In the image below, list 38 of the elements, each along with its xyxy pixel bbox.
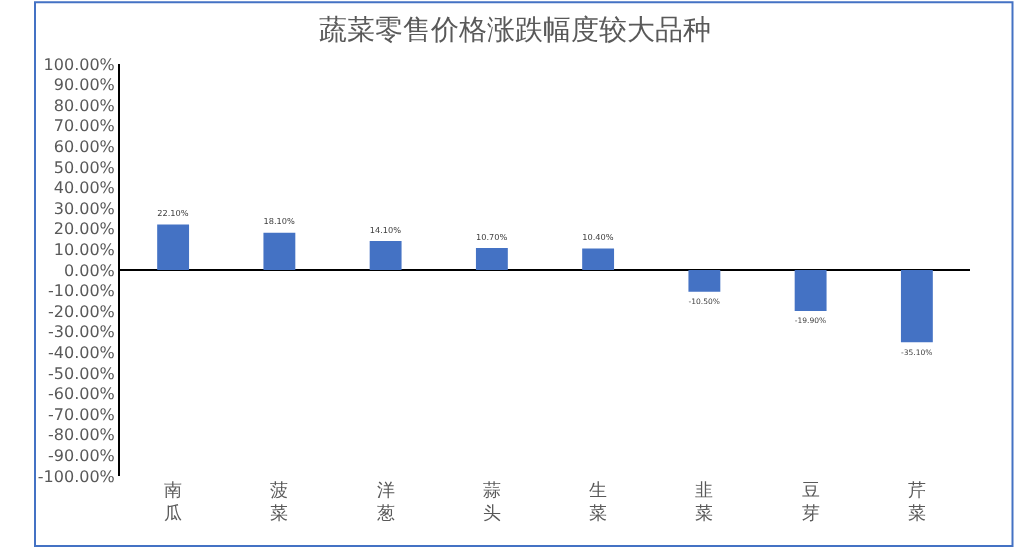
x-tick-label: 南瓜 [164,480,183,526]
y-tick-label: -10.00% [48,282,116,301]
y-tick-label: 70.00% [53,117,116,136]
bar [900,270,933,343]
bar [263,232,296,270]
bar [157,224,190,270]
x-tick-label: 菠菜 [270,480,289,526]
y-tick-label: 30.00% [53,199,116,218]
y-tick-label: 80.00% [53,96,116,115]
y-tick-label: 40.00% [53,179,116,198]
y-tick-label: 10.00% [53,241,116,259]
y-tick-label: 100.00% [43,55,116,74]
bar [369,240,402,270]
x-tick-label: 洋葱 [376,480,395,526]
x-tick-label: 韭菜 [695,480,714,526]
y-tick-label: -90.00% [48,447,116,465]
y-tick-label: -70.00% [48,405,116,424]
y-tick-label: 90.00% [53,76,116,95]
y-tick-label: 20.00% [53,220,116,239]
y-tick-label: 50.00% [53,158,116,177]
bar [582,248,615,270]
y-tick-label: -80.00% [48,426,116,445]
bar [794,270,827,311]
y-tick-label: 0.00% [63,261,116,280]
x-tick-label: 芹菜 [907,480,926,526]
x-tick-label: 生菜 [589,480,608,526]
chart-title: 蔬菜零售价格涨跌幅度较大品种 [319,15,711,48]
y-tick-label: -30.00% [48,323,116,342]
bar [688,270,721,292]
y-tick-label: -40.00% [48,344,116,362]
y-tick-label: -20.00% [48,302,116,321]
x-tick-label: 蒜头 [482,480,501,526]
y-tick-label: 60.00% [53,138,116,156]
y-tick-label: -100.00% [37,467,116,486]
y-tick-label: -60.00% [48,385,116,404]
bar [475,247,508,270]
y-tick-label: -50.00% [48,364,116,383]
x-tick-label: 豆芽 [801,480,820,526]
